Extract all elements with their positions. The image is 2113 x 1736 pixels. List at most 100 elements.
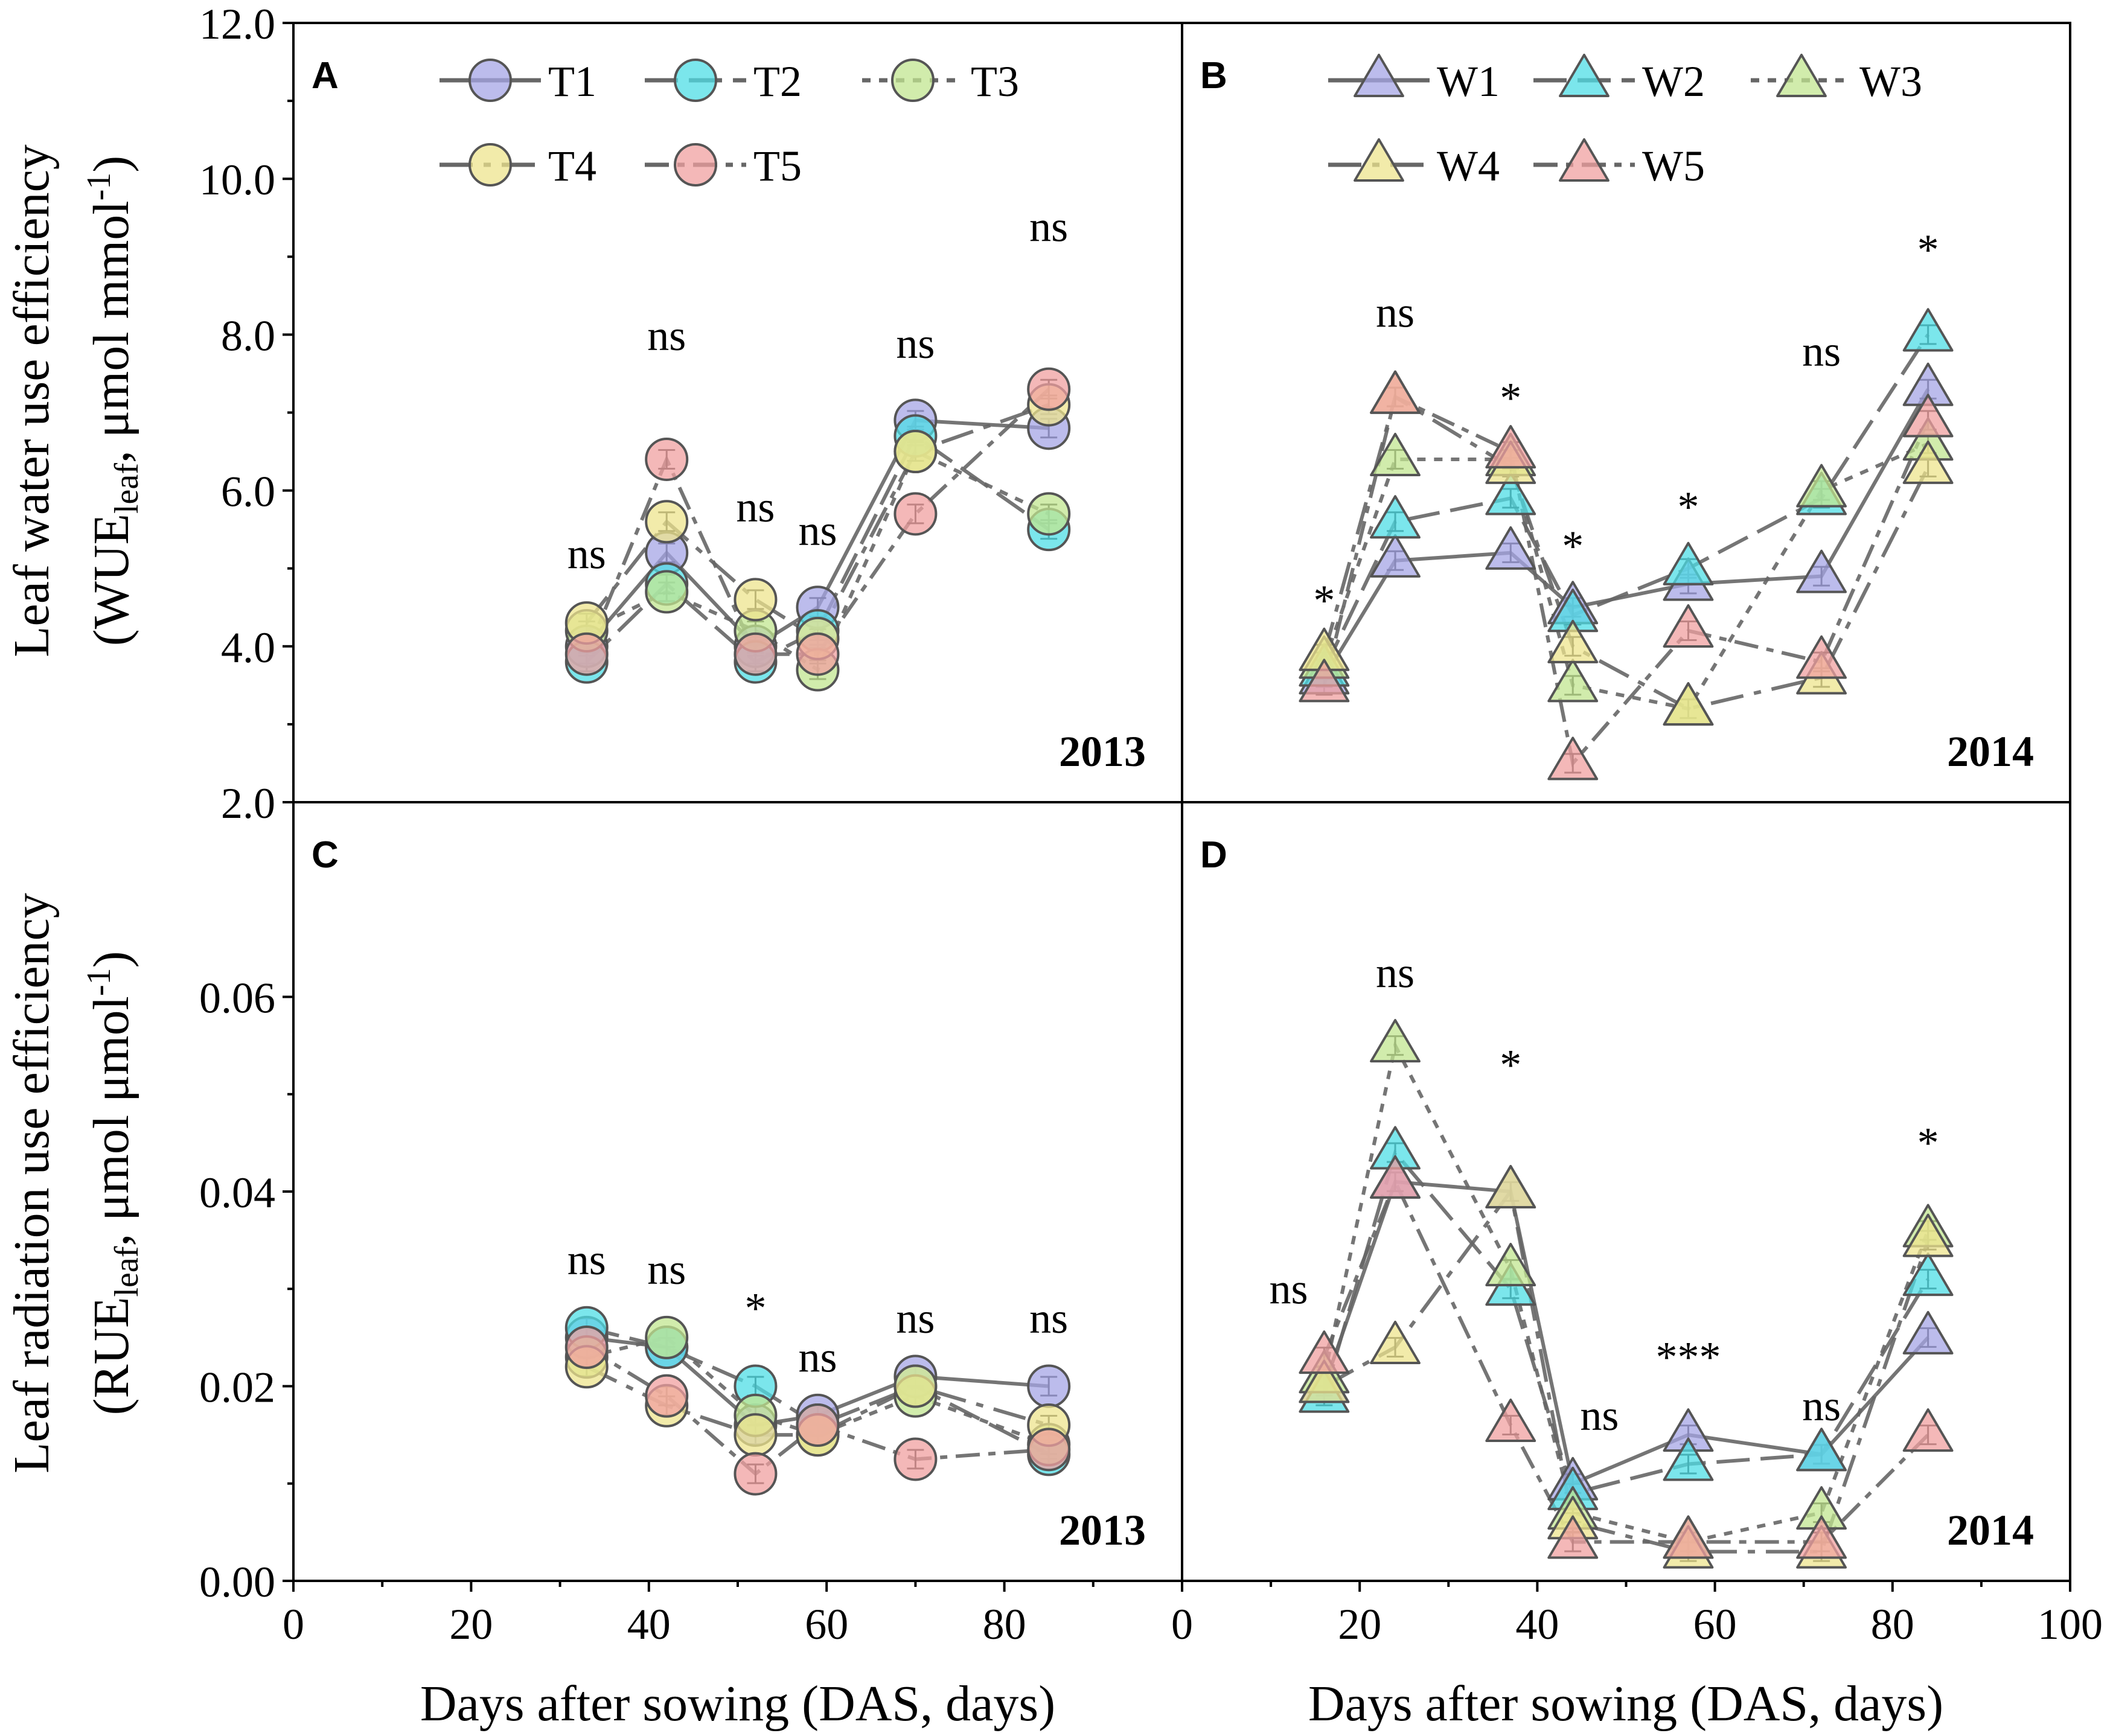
- significance-label: ns: [647, 311, 686, 360]
- marker-t5: [734, 1452, 778, 1496]
- y-axis-title-top-end: ): [83, 156, 139, 173]
- year-label: 2013: [1059, 1506, 1146, 1554]
- year-label: 2014: [1947, 1506, 2034, 1554]
- legend: W1 W2 W3 W4 W5: [1328, 54, 1922, 190]
- marker-w2: [1485, 471, 1536, 515]
- marker-t4: [734, 1413, 778, 1457]
- marker-t5: [893, 492, 938, 536]
- marker-t5: [564, 1326, 609, 1369]
- marker-w2: [1902, 308, 1954, 352]
- marker-w4: [1547, 619, 1599, 663]
- marker-w1: [1370, 534, 1421, 578]
- x-tick-label: 40: [627, 1600, 671, 1648]
- marker-w2: [1370, 495, 1421, 539]
- x-tick-label: 60: [1693, 1600, 1737, 1648]
- y-tick-label: 10.0: [199, 156, 275, 204]
- marker-w5: [1299, 659, 1350, 703]
- x-tick-label: 0: [283, 1600, 304, 1648]
- marker-w4: [1902, 1213, 1954, 1257]
- significance-label: *: [1500, 1041, 1521, 1090]
- significance-label: *: [1917, 1119, 1939, 1167]
- significance-label: *: [1677, 483, 1699, 531]
- significance-label: ns: [896, 319, 935, 368]
- y-tick-label: 0.02: [199, 1364, 275, 1412]
- marker-w1: [1485, 526, 1536, 570]
- x-tick-label: 0: [1171, 1600, 1193, 1648]
- marker-t3: [645, 1315, 689, 1359]
- significance-label: ns: [647, 1245, 686, 1294]
- significance-label: *: [1562, 522, 1584, 570]
- marker-w5: [1663, 604, 1714, 648]
- legend-marker: [1354, 138, 1404, 182]
- significance-label: ***: [1655, 1333, 1721, 1381]
- x-axis-title-right: Days after sowing (DAS, days): [1308, 1676, 1943, 1732]
- y-axis-title-top-sup: -1: [80, 173, 118, 201]
- legend-label: W2: [1642, 57, 1705, 106]
- y-axis-title-bottom-end: ): [83, 951, 139, 968]
- panel-letter: A: [312, 55, 339, 97]
- series-line-w4: [1323, 1187, 1930, 1554]
- legend-label: T2: [753, 57, 802, 106]
- x-tick-label: 60: [805, 1600, 848, 1648]
- y-axis-title-bottom-sub: leaf: [108, 1246, 145, 1297]
- x-tick-label: 80: [983, 1600, 1026, 1648]
- y-tick-label: 8.0: [221, 311, 275, 360]
- marker-t5: [1027, 367, 1071, 411]
- x-axis-title-left: Days after sowing (DAS, days): [420, 1676, 1055, 1732]
- y-axis-title-bottom-sup: -1: [80, 968, 118, 997]
- significance-label: ns: [736, 483, 775, 531]
- marker-w3: [1370, 1019, 1421, 1063]
- marker-w5: [1902, 394, 1954, 438]
- panel-b: * ns * * * ns * B 2014 W1 W2 W3 W4 W5: [1181, 22, 2071, 803]
- significance-label: *: [1500, 374, 1521, 423]
- marker-t3: [645, 570, 689, 614]
- marker-t5: [645, 1374, 689, 1418]
- marker-w2: [1796, 1428, 1847, 1472]
- x-tick-label: 100: [2038, 1600, 2103, 1648]
- y-tick-label: 2.0: [221, 779, 275, 828]
- x-tick-label: 20: [1338, 1600, 1381, 1648]
- significance-label: ns: [1802, 1382, 1841, 1430]
- legend-label: T1: [548, 57, 596, 106]
- marker-t5: [893, 1437, 938, 1481]
- marker-w4: [1485, 1165, 1536, 1209]
- y-tick-label: 0.00: [199, 1558, 275, 1606]
- legend-marker: [1776, 54, 1827, 98]
- legend-label: T3: [971, 57, 1019, 106]
- significance-label: *: [744, 1284, 766, 1333]
- y-tick-label: 0.06: [199, 974, 275, 1023]
- marker-w5: [1547, 1515, 1599, 1559]
- significance-label: *: [1917, 226, 1939, 274]
- panel-d: 0 20 40 60 80 100 ns ns * ns *** ns * D 2014: [1171, 801, 2103, 1648]
- legend-marker: [1559, 138, 1610, 182]
- legend-marker: [1559, 54, 1610, 98]
- legend-label: W5: [1642, 142, 1705, 190]
- marker-w2: [1902, 1253, 1954, 1297]
- y-tick-label: 12.0: [199, 0, 275, 48]
- significance-label: ns: [1802, 327, 1841, 375]
- legend-marker: [674, 59, 717, 102]
- marker-w5: [1299, 1330, 1350, 1374]
- panel-frame: [1181, 801, 2071, 1582]
- marker-w4: [1902, 440, 1954, 484]
- marker-t5: [734, 632, 778, 676]
- y-axis-title-top-pre: (WUE: [83, 514, 139, 646]
- marker-w2: [1663, 1437, 1714, 1481]
- series-line-t5: [584, 388, 1050, 656]
- marker-w5: [1485, 425, 1536, 469]
- marker-t4: [734, 578, 778, 622]
- legend-label: W1: [1437, 57, 1500, 106]
- panel-letter: B: [1200, 55, 1227, 97]
- significance-label: ns: [798, 1333, 837, 1381]
- series-line-t5: [586, 1345, 1049, 1476]
- y-axis-title-bottom-line1: Leaf radiation use efficiency: [4, 893, 60, 1473]
- series-line-w1: [1322, 1179, 1929, 1486]
- y-axis-title-top-line2: (WUEleaf, μmol mmol-1): [80, 156, 145, 646]
- marker-w5: [1370, 1155, 1421, 1199]
- marker-t5: [1027, 1428, 1071, 1472]
- marker-w5: [1796, 635, 1847, 679]
- y-axis-title-bottom-post: , μmol μmol: [83, 996, 139, 1246]
- marker-w5: [1370, 370, 1421, 414]
